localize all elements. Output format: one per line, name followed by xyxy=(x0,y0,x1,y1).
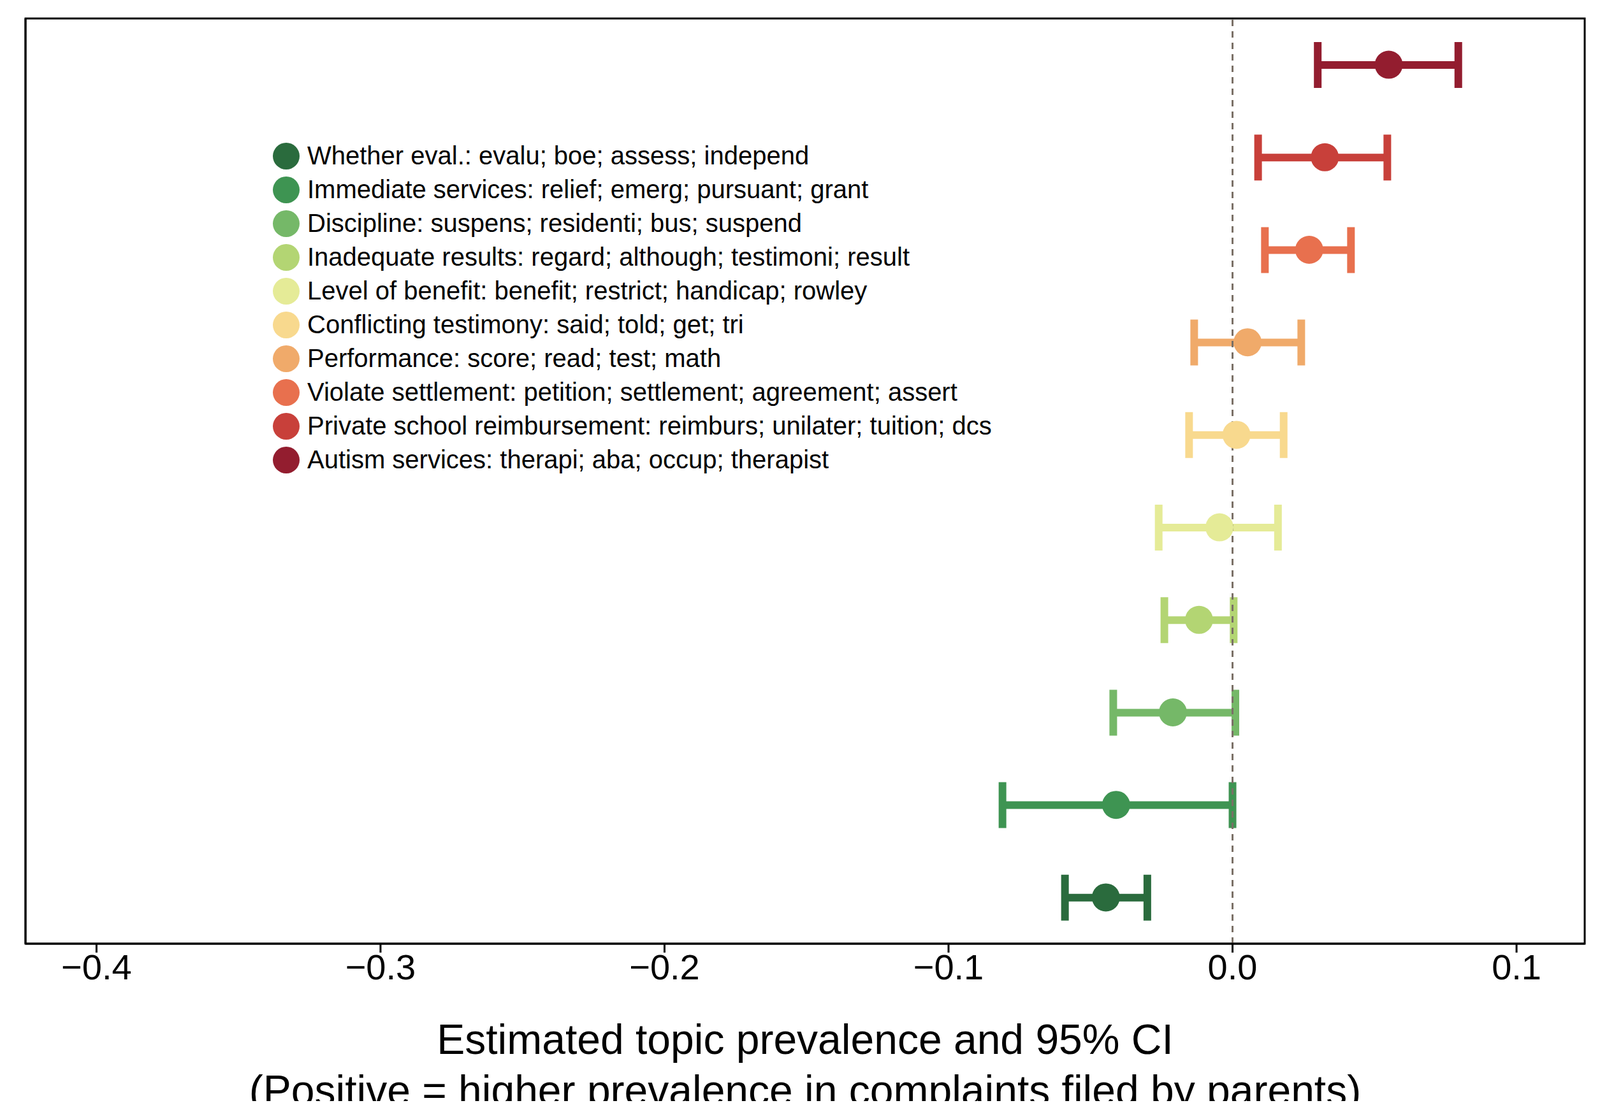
svg-text:−0.4: −0.4 xyxy=(61,947,132,988)
html-text:Discipline: suspens; residenti: Discipline: suspens; residenti; bus; sus… xyxy=(307,209,802,238)
html-text:Level of benefit: benefit; res: Level of benefit: benefit; restrict; han… xyxy=(307,276,868,305)
svg-text:−0.2: −0.2 xyxy=(629,947,700,988)
html-text:Violate settlement: petition;: Violate settlement: petition; settlement… xyxy=(307,378,958,407)
html-text:Whether eval.: evalu; boe; ass: Whether eval.: evalu; boe; assess; indep… xyxy=(307,141,810,170)
html-text:Performance: score; read; test: Performance: score; read; test; math xyxy=(307,344,722,373)
svg-text:0.1: 0.1 xyxy=(1491,947,1542,988)
html-text:Immediate services: relief; em: Immediate services: relief; emerg; pursu… xyxy=(307,175,869,204)
svg-text:0.0: 0.0 xyxy=(1207,947,1258,988)
svg-text:−0.3: −0.3 xyxy=(345,947,417,988)
html-text:Conflicting testimony: said; t: Conflicting testimony: said; told; get; … xyxy=(307,310,744,339)
html-text:Autism services: therapi; aba;: Autism services: therapi; aba; occup; th… xyxy=(307,445,829,474)
html-text:Inadequate results: regard; al: Inadequate results: regard; although; te… xyxy=(307,242,910,271)
html-text:Private school reimbursement:: Private school reimbursement: reimburs; … xyxy=(307,411,992,440)
svg-text:−0.1: −0.1 xyxy=(913,947,985,988)
